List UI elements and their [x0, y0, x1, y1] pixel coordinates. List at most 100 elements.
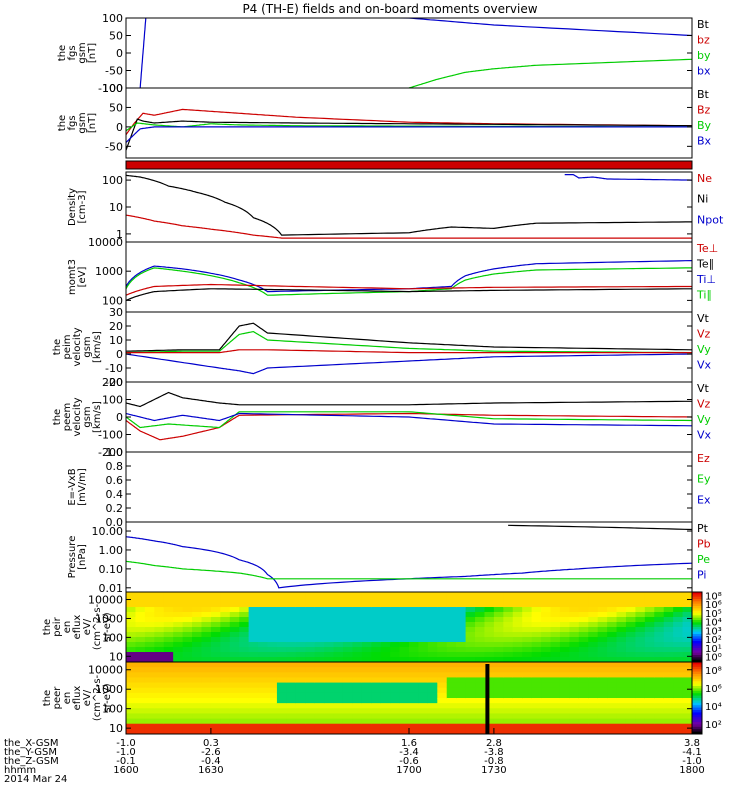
- spectrogram-cell: [352, 662, 363, 668]
- spectrogram-cell: [182, 607, 193, 613]
- spectrogram-cell: [446, 698, 457, 704]
- spectrogram-cell: [220, 647, 231, 653]
- spectrogram-cell: [248, 597, 259, 603]
- spectrogram-cell: [399, 637, 410, 643]
- spectrogram-cell: [522, 647, 533, 653]
- spectrogram-cell: [135, 662, 146, 668]
- spectrogram-cell: [399, 672, 410, 678]
- spectrogram-cell: [182, 718, 193, 725]
- spectrogram-cell: [399, 652, 410, 658]
- spectrogram-cell: [654, 677, 665, 684]
- spectrogram-cell: [418, 723, 429, 730]
- spectrogram-cell: [352, 642, 363, 648]
- spectrogram-cell: [427, 687, 438, 694]
- spectrogram-cell: [559, 723, 570, 730]
- spectrogram-cell: [635, 682, 646, 689]
- spectrogram-cell: [163, 723, 174, 730]
- series-line-Vy: [126, 411, 692, 429]
- spectrogram-cell: [229, 687, 240, 694]
- spectrogram-cell: [286, 713, 297, 720]
- spectrogram-cell: [248, 677, 259, 684]
- spectrogram-cell: [210, 597, 221, 603]
- spectrogram-cell: [531, 718, 542, 725]
- spectrogram-cell: [144, 728, 155, 734]
- spectrogram-cell: [173, 667, 184, 673]
- spectrogram-cell: [409, 632, 419, 638]
- spectrogram-cell: [173, 692, 184, 699]
- spectrogram-cell: [512, 642, 523, 648]
- spectrogram-cell: [682, 692, 692, 699]
- spectrogram-cell: [437, 607, 448, 613]
- spectrogram-cell: [305, 647, 316, 653]
- spectrogram-cell: [305, 708, 316, 714]
- spectrogram-cell: [493, 627, 504, 633]
- spectrogram-cell: [220, 637, 231, 643]
- spectrogram-cell: [607, 713, 618, 720]
- spectrogram-cell: [182, 703, 193, 709]
- spectrogram-cell: [588, 708, 599, 714]
- spectrogram-cell: [361, 708, 372, 714]
- spectrogram-cell: [663, 672, 674, 678]
- spectrogram-cell: [324, 612, 335, 618]
- spectrogram-cell: [163, 703, 174, 709]
- spectrogram-cell: [220, 622, 231, 628]
- spectrogram-cell: [512, 703, 523, 709]
- spectrogram-cell: [578, 662, 589, 668]
- spectrogram-cell: [220, 652, 231, 658]
- spectrogram-cell: [342, 682, 353, 689]
- spectrogram-cell: [437, 622, 448, 628]
- spectrogram-cell: [446, 672, 457, 678]
- spectrogram-cell: [663, 592, 674, 598]
- spectrogram-cell: [409, 652, 419, 658]
- y-axis-label: the peir en eflux eV/(cm^2-s-sr-eV): [42, 603, 113, 650]
- spectrogram-cell: [484, 637, 495, 643]
- spectrogram-cell: [390, 713, 401, 720]
- spectrogram-cell: [616, 728, 627, 734]
- x-tick-label: -2.6: [201, 747, 221, 758]
- spectrogram-cell: [352, 692, 363, 699]
- spectrogram-cell: [493, 637, 504, 643]
- spectrogram-cell: [484, 708, 495, 714]
- spectrogram-cell: [352, 657, 363, 662]
- spectrogram-cell: [456, 592, 467, 598]
- spectrogram-cell: [390, 692, 401, 699]
- x-tick-label: 1600: [113, 765, 138, 776]
- spectrogram-cell: [399, 692, 410, 699]
- spectrogram-cell: [475, 622, 485, 628]
- colorbar-step: [692, 617, 702, 621]
- spectrogram-cell: [522, 627, 533, 633]
- spectrogram-cell: [409, 682, 419, 689]
- spectrogram-cell: [295, 647, 306, 653]
- spectrogram-cell: [493, 703, 504, 709]
- spectrogram-cell: [625, 677, 636, 684]
- spectrogram-cell: [456, 687, 467, 694]
- spectrogram-cell: [126, 682, 136, 689]
- spectrogram-cell: [541, 607, 551, 613]
- spectrogram-cell: [182, 687, 193, 694]
- spectrogram-cell: [361, 713, 372, 720]
- spectrogram-cell: [569, 622, 580, 628]
- spectrogram-cell: [588, 647, 599, 653]
- spectrogram-cell: [522, 642, 533, 648]
- spectrogram-cell: [352, 703, 363, 709]
- spectrogram-cell: [380, 627, 391, 633]
- spectrogram-cell: [456, 718, 467, 725]
- spectrogram-cell: [154, 647, 165, 653]
- spectrogram-cell: [380, 703, 391, 709]
- spectrogram-cell: [267, 677, 278, 684]
- spectrogram-cell: [541, 718, 551, 725]
- spectrogram-cell: [644, 677, 655, 684]
- colorbar-step: [692, 608, 702, 612]
- legend-entry: Vx: [697, 429, 712, 442]
- spectrogram-cell: [625, 672, 636, 678]
- spectrogram-cell: [248, 627, 259, 633]
- spectrogram-cell: [163, 728, 174, 734]
- spectrogram-cell: [418, 667, 429, 673]
- spectrogram-cell: [295, 672, 306, 678]
- spectrogram-cell: [305, 617, 316, 623]
- spectrogram-cell: [550, 718, 561, 725]
- spectrogram-cell: [135, 647, 146, 653]
- y-tick-label: 10000: [88, 236, 123, 249]
- spectrogram-cell: [276, 642, 287, 648]
- spectrogram-cell: [267, 703, 278, 709]
